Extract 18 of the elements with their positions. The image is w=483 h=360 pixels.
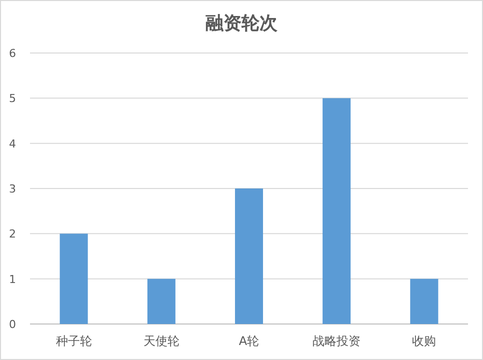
x-tick-label: 种子轮 — [56, 334, 92, 348]
bar — [322, 98, 351, 324]
y-tick-label: 3 — [9, 182, 16, 196]
chart-title: 融资轮次 — [206, 13, 278, 34]
y-tick-label: 6 — [9, 47, 16, 60]
x-tick-label: 收购 — [412, 334, 436, 348]
y-tick-label: 1 — [9, 272, 16, 286]
y-tick-label: 0 — [9, 318, 16, 331]
y-tick-label: 2 — [9, 228, 16, 241]
bar — [60, 234, 88, 324]
bar — [410, 278, 438, 324]
x-tick-label: 天使轮 — [143, 334, 180, 348]
bar — [234, 188, 264, 324]
x-tick-label: 战略投资 — [312, 334, 361, 348]
bar — [147, 278, 176, 324]
x-tick-label: A轮 — [238, 334, 260, 348]
y-tick-label: 4 — [9, 137, 16, 150]
y-tick-label: 5 — [9, 92, 16, 106]
